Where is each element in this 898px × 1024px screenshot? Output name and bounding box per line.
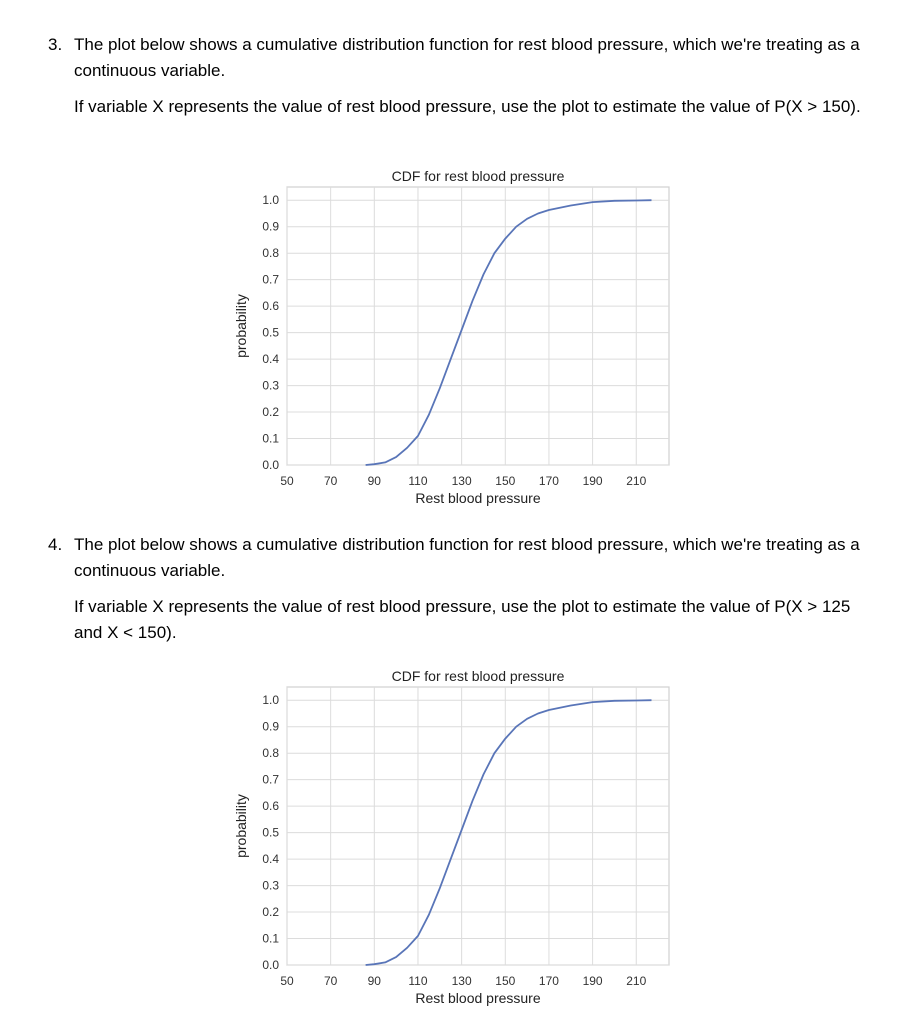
y-tick-label: 1.0 xyxy=(262,193,279,207)
y-tick-label: 0.0 xyxy=(262,458,279,472)
y-tick-label: 0.3 xyxy=(262,379,279,393)
x-tick-label: 210 xyxy=(626,474,646,488)
plot-frame xyxy=(286,186,670,466)
y-tick-label: 0.6 xyxy=(262,799,279,813)
y-tick-label: 0.6 xyxy=(262,299,279,313)
y-tick-label: 0.1 xyxy=(262,932,279,946)
y-tick-label: 0.7 xyxy=(262,773,279,787)
question-intro: The plot below shows a cumulative distri… xyxy=(74,535,860,580)
y-tick-label: 0.7 xyxy=(262,273,279,287)
x-tick-label: 190 xyxy=(583,474,603,488)
y-tick-label: 0.9 xyxy=(262,220,279,234)
x-tick-label: 130 xyxy=(452,974,472,988)
y-tick-label: 0.3 xyxy=(262,879,279,893)
x-tick-label: 150 xyxy=(495,474,515,488)
y-tick-label: 0.8 xyxy=(262,246,279,260)
question-4: 4. The plot below shows a cumulative dis… xyxy=(48,532,868,646)
x-tick-label: 170 xyxy=(539,974,559,988)
question-number: 3. xyxy=(48,35,63,54)
x-tick-label: 90 xyxy=(368,974,382,988)
y-tick-label: 0.2 xyxy=(262,405,279,419)
y-tick-label: 0.1 xyxy=(262,432,279,446)
cdf-chart-2: 50 70 90 110 130 150 170 190 210 0.0 0.1 0.2 0.3 0.4 0… xyxy=(233,668,670,1006)
x-tick-label: 130 xyxy=(452,474,472,488)
y-axis-label: probability xyxy=(233,294,249,358)
x-tick-label: 90 xyxy=(368,474,382,488)
question-3: 3. The plot below shows a cumulative dis… xyxy=(48,32,868,120)
x-axis-label: Rest blood pressure xyxy=(415,990,541,1006)
x-axis-label: Rest blood pressure xyxy=(415,490,541,506)
y-axis-label: probability xyxy=(233,794,249,858)
chart-title: CDF for rest blood pressure xyxy=(392,668,565,684)
x-tick-label: 110 xyxy=(408,474,427,488)
y-tick-label: 0.5 xyxy=(262,326,279,340)
y-tick-label: 0.9 xyxy=(262,720,279,734)
question-number: 4. xyxy=(48,535,63,554)
question-intro: The plot below shows a cumulative distri… xyxy=(74,35,860,80)
plot-frame xyxy=(286,686,670,966)
x-tick-label: 50 xyxy=(280,974,294,988)
y-tick-label: 0.4 xyxy=(262,852,279,866)
chart-title: CDF for rest blood pressure xyxy=(392,168,565,184)
x-tick-label: 170 xyxy=(539,474,559,488)
x-tick-label: 50 xyxy=(280,474,294,488)
x-tick-label: 70 xyxy=(324,974,338,988)
question-prompt: If variable X represents the value of re… xyxy=(74,597,851,642)
cdf-chart-1: 50 70 90 110 130 150 170 190 210 0.0 0.1 0.2 0.3 0.4 0… xyxy=(233,168,670,506)
x-tick-label: 150 xyxy=(495,974,515,988)
cdf-line xyxy=(365,699,652,966)
y-tick-label: 0.0 xyxy=(262,958,279,972)
y-tick-label: 0.5 xyxy=(262,826,279,840)
x-tick-label: 110 xyxy=(408,974,427,988)
y-tick-label: 0.8 xyxy=(262,746,279,760)
question-prompt: If variable X represents the value of re… xyxy=(74,97,861,116)
x-tick-label: 70 xyxy=(324,474,338,488)
cdf-line xyxy=(365,199,652,466)
x-tick-label: 190 xyxy=(583,974,603,988)
y-tick-label: 1.0 xyxy=(262,693,279,707)
x-tick-label: 210 xyxy=(626,974,646,988)
y-tick-label: 0.2 xyxy=(262,905,279,919)
y-tick-label: 0.4 xyxy=(262,352,279,366)
